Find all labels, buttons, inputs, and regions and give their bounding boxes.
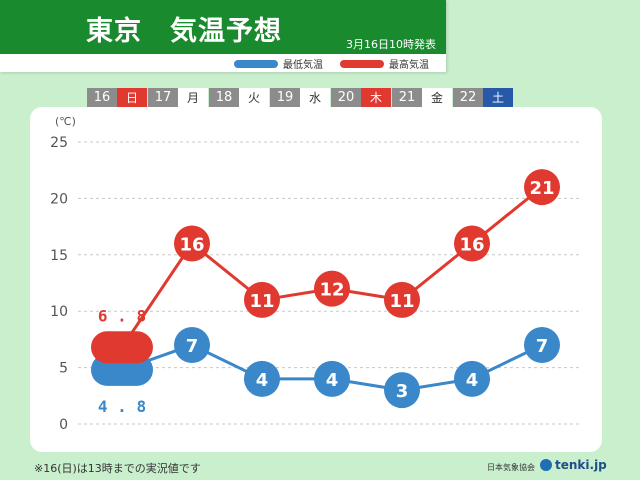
data-label: 3 — [396, 381, 409, 402]
data-point — [174, 225, 210, 262]
day-number: 18 — [209, 88, 239, 108]
data-label: 16 — [179, 235, 204, 256]
plot-area — [30, 107, 602, 452]
data-label: 11 — [249, 291, 274, 312]
chart-title: 東京 気温予想 — [86, 16, 282, 47]
y-tick-label: 20 — [50, 191, 68, 207]
data-point — [384, 281, 420, 318]
day-number: 19 — [270, 88, 300, 108]
legend-low-swatch — [234, 59, 278, 68]
weekday-label: 日 — [117, 88, 147, 108]
day-21: 21 金 — [392, 88, 452, 108]
day-20: 20 木 — [331, 88, 391, 108]
data-label: 4 — [326, 370, 339, 391]
weekday-label: 水 — [300, 88, 330, 108]
data-point — [454, 360, 490, 397]
title-bar: 東京 気温予想 3月16日10時発表 — [0, 0, 446, 54]
data-label: 11 — [389, 291, 414, 312]
weekday-label: 土 — [483, 88, 513, 108]
data-label: 12 — [319, 280, 344, 301]
data-label: 16 — [459, 235, 484, 256]
data-point — [174, 327, 210, 364]
y-tick-label: 0 — [59, 417, 68, 433]
y-tick-label: 25 — [50, 135, 68, 151]
legend-low: 最低気温 — [234, 56, 323, 71]
day-number: 17 — [148, 88, 178, 108]
data-label: 21 — [529, 178, 554, 199]
footnote: ※16(日)は13時までの実況値です — [34, 462, 201, 475]
series-line-high — [120, 185, 543, 349]
weekday-label: 金 — [422, 88, 452, 108]
day-18: 18 火 — [209, 88, 269, 108]
data-label: 7 — [536, 336, 549, 357]
weekday-label: 火 — [239, 88, 269, 108]
tenki-logo-icon — [540, 459, 552, 471]
day-number: 22 — [453, 88, 483, 108]
data-label-observed-low: 4 . 8 — [98, 397, 146, 416]
y-tick-label: 10 — [50, 304, 68, 320]
brand-name: tenki.jp — [555, 458, 607, 472]
data-point — [454, 225, 490, 262]
data-label-observed-high: 6 . 8 — [98, 306, 146, 325]
issued-time: 3月16日10時発表 — [346, 38, 436, 51]
legend-high-swatch — [340, 59, 384, 68]
day-strip: 16 日 17 月 18 火 19 水 20 木 21 金 22 土 — [87, 88, 514, 108]
day-number: 21 — [392, 88, 422, 108]
credit-text: 日本気象協会 — [487, 463, 535, 472]
legend-low-label: 最低気温 — [283, 60, 323, 71]
data-point-observed — [91, 331, 153, 364]
day-19: 19 水 — [270, 88, 330, 108]
weekday-label: 木 — [361, 88, 391, 108]
y-tick-label: 5 — [59, 361, 68, 377]
data-point — [524, 169, 560, 206]
brand-logo: tenki.jp — [540, 458, 607, 472]
legend-high-label: 最高気温 — [389, 60, 429, 71]
day-number: 16 — [87, 88, 117, 108]
data-label: 4 — [256, 370, 269, 391]
data-label: 4 — [466, 370, 479, 391]
weekday-label: 月 — [178, 88, 208, 108]
data-point — [244, 360, 280, 397]
day-16: 16 日 — [87, 88, 147, 108]
legend-high: 最高気温 — [340, 56, 429, 71]
header-card: 東京 気温予想 3月16日10時発表 最低気温 最高気温 — [0, 0, 446, 72]
data-point — [314, 270, 350, 307]
day-17: 17 月 — [148, 88, 208, 108]
y-tick-label: 15 — [50, 248, 68, 264]
y-axis-unit: (℃) — [55, 115, 76, 128]
data-label: 7 — [186, 336, 199, 357]
data-point — [384, 372, 420, 409]
data-point — [244, 281, 280, 318]
day-number: 20 — [331, 88, 361, 108]
data-point — [314, 360, 350, 397]
data-point — [524, 327, 560, 364]
day-22: 22 土 — [453, 88, 513, 108]
